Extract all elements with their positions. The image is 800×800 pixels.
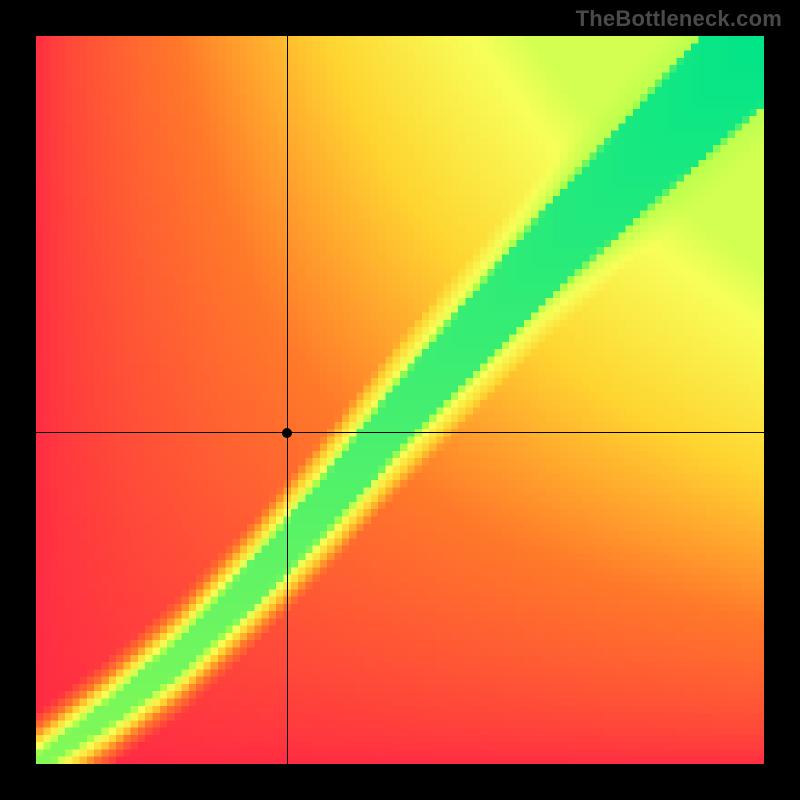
heatmap-plot: [36, 36, 764, 764]
heatmap-canvas: [36, 36, 764, 764]
chart-container: TheBottleneck.com: [0, 0, 800, 800]
watermark-text: TheBottleneck.com: [576, 6, 782, 32]
crosshair-horizontal: [36, 432, 764, 433]
crosshair-vertical: [287, 36, 288, 764]
crosshair-marker: [282, 428, 292, 438]
